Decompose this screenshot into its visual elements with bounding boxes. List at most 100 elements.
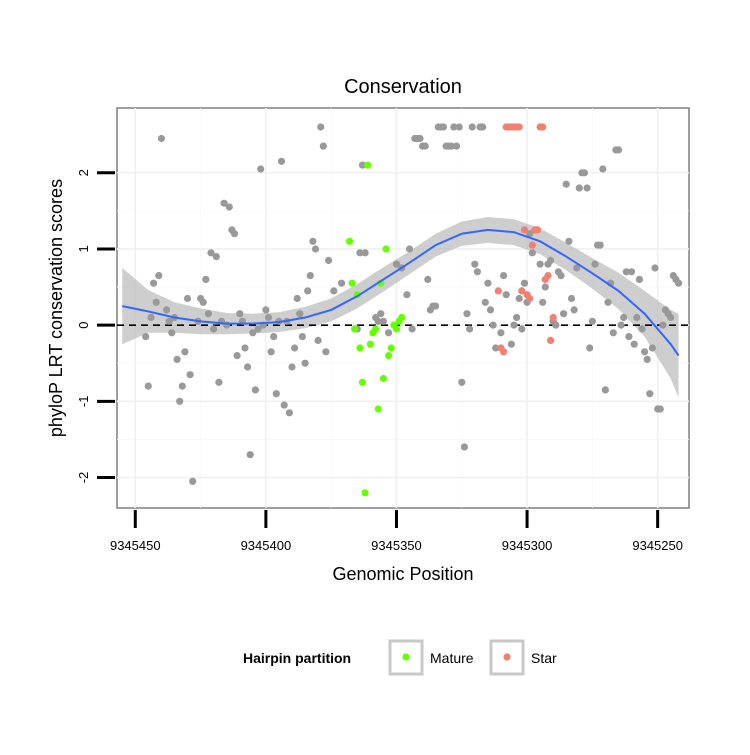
data-point-other bbox=[314, 336, 322, 344]
data-point-other bbox=[403, 291, 411, 299]
data-point-other bbox=[439, 123, 448, 131]
data-point-other bbox=[225, 203, 233, 211]
legend-entry-mature: Mature bbox=[388, 639, 474, 676]
data-point-other bbox=[251, 386, 259, 394]
data-point-other bbox=[502, 291, 510, 299]
data-point-star bbox=[518, 287, 526, 295]
data-point-other bbox=[241, 344, 249, 352]
data-point-other bbox=[539, 298, 547, 306]
data-point-other bbox=[204, 310, 212, 318]
data-point-mature bbox=[385, 352, 393, 360]
data-points bbox=[142, 123, 683, 497]
data-point-other bbox=[157, 134, 165, 143]
data-point-other bbox=[596, 241, 604, 249]
legend-label-star: Star bbox=[531, 650, 557, 666]
data-point-other bbox=[536, 260, 544, 268]
data-point-other bbox=[270, 333, 278, 341]
data-point-other bbox=[552, 321, 560, 329]
data-point-other bbox=[165, 317, 173, 325]
data-point-other bbox=[416, 134, 424, 143]
data-point-other bbox=[155, 272, 163, 280]
data-point-other bbox=[338, 279, 346, 287]
data-point-other bbox=[497, 329, 505, 337]
data-point-other bbox=[280, 401, 288, 409]
data-point-other bbox=[244, 363, 252, 371]
data-point-other bbox=[560, 310, 568, 318]
data-point-other bbox=[144, 382, 152, 390]
data-point-other bbox=[306, 272, 314, 280]
data-point-other bbox=[614, 146, 623, 154]
data-point-other bbox=[181, 348, 189, 356]
data-point-other bbox=[304, 287, 312, 295]
data-point-other bbox=[309, 237, 317, 245]
data-point-other bbox=[651, 264, 659, 272]
data-point-mature bbox=[372, 325, 380, 333]
data-point-other bbox=[620, 313, 628, 322]
x-tick-label: 9345350 bbox=[371, 538, 422, 553]
data-point-other bbox=[507, 340, 515, 348]
data-point-other bbox=[473, 268, 481, 276]
data-point-mature bbox=[374, 405, 382, 413]
data-point-other bbox=[150, 279, 158, 287]
data-point-other bbox=[643, 355, 651, 363]
data-point-other bbox=[567, 294, 576, 303]
data-point-star bbox=[500, 348, 508, 356]
data-point-other bbox=[547, 256, 555, 264]
y-tick-label: 1 bbox=[76, 245, 91, 252]
data-point-other bbox=[285, 409, 293, 417]
data-point-other bbox=[638, 325, 646, 333]
data-point-other bbox=[486, 306, 495, 314]
data-point-star bbox=[528, 241, 536, 249]
data-point-other bbox=[557, 272, 565, 280]
data-point-other bbox=[565, 237, 573, 245]
series-mature bbox=[345, 161, 406, 497]
data-point-other bbox=[207, 249, 215, 257]
data-point-other bbox=[322, 348, 330, 356]
data-point-other bbox=[659, 321, 667, 329]
data-point-mature bbox=[366, 340, 374, 348]
data-point-other bbox=[178, 382, 186, 390]
y-tick-label: 0 bbox=[76, 322, 91, 329]
data-point-mature bbox=[379, 374, 387, 383]
data-point-other bbox=[492, 344, 500, 352]
data-point-other bbox=[526, 230, 534, 238]
data-point-other bbox=[575, 184, 583, 192]
data-point-other bbox=[421, 142, 429, 150]
data-point-other bbox=[633, 313, 641, 322]
data-point-other bbox=[379, 317, 387, 325]
data-point-other bbox=[202, 275, 210, 283]
data-point-other bbox=[635, 275, 644, 283]
data-point-other bbox=[468, 123, 476, 131]
data-point-other bbox=[447, 142, 455, 150]
data-point-other bbox=[325, 256, 333, 264]
data-point-other bbox=[186, 371, 194, 379]
y-axis-label: phyloP LRT conservation scores bbox=[46, 179, 66, 437]
data-point-other bbox=[288, 363, 296, 371]
data-point-other bbox=[176, 397, 184, 405]
data-point-other bbox=[541, 283, 549, 291]
y-tick-label: 2 bbox=[76, 169, 91, 176]
data-point-other bbox=[405, 245, 414, 253]
data-point-other bbox=[479, 123, 487, 131]
x-tick-label: 9345450 bbox=[110, 538, 161, 553]
data-point-star bbox=[520, 226, 529, 234]
data-point-other bbox=[458, 378, 466, 386]
data-point-other bbox=[246, 451, 254, 459]
data-point-other bbox=[361, 249, 369, 257]
data-point-mature bbox=[345, 237, 354, 245]
data-point-other bbox=[586, 344, 594, 352]
data-point-other bbox=[142, 333, 150, 341]
data-point-star bbox=[515, 123, 523, 131]
legend: Hairpin partition Mature Star bbox=[243, 639, 557, 676]
data-point-other bbox=[617, 321, 625, 329]
data-point-mature bbox=[348, 279, 356, 287]
data-point-other bbox=[311, 245, 320, 253]
data-point-other bbox=[147, 313, 155, 322]
data-point-other bbox=[648, 344, 657, 352]
data-point-mature bbox=[398, 313, 406, 322]
data-point-other bbox=[272, 390, 280, 398]
data-point-other bbox=[408, 325, 416, 333]
data-point-other bbox=[452, 142, 461, 150]
data-point-other bbox=[570, 306, 578, 314]
